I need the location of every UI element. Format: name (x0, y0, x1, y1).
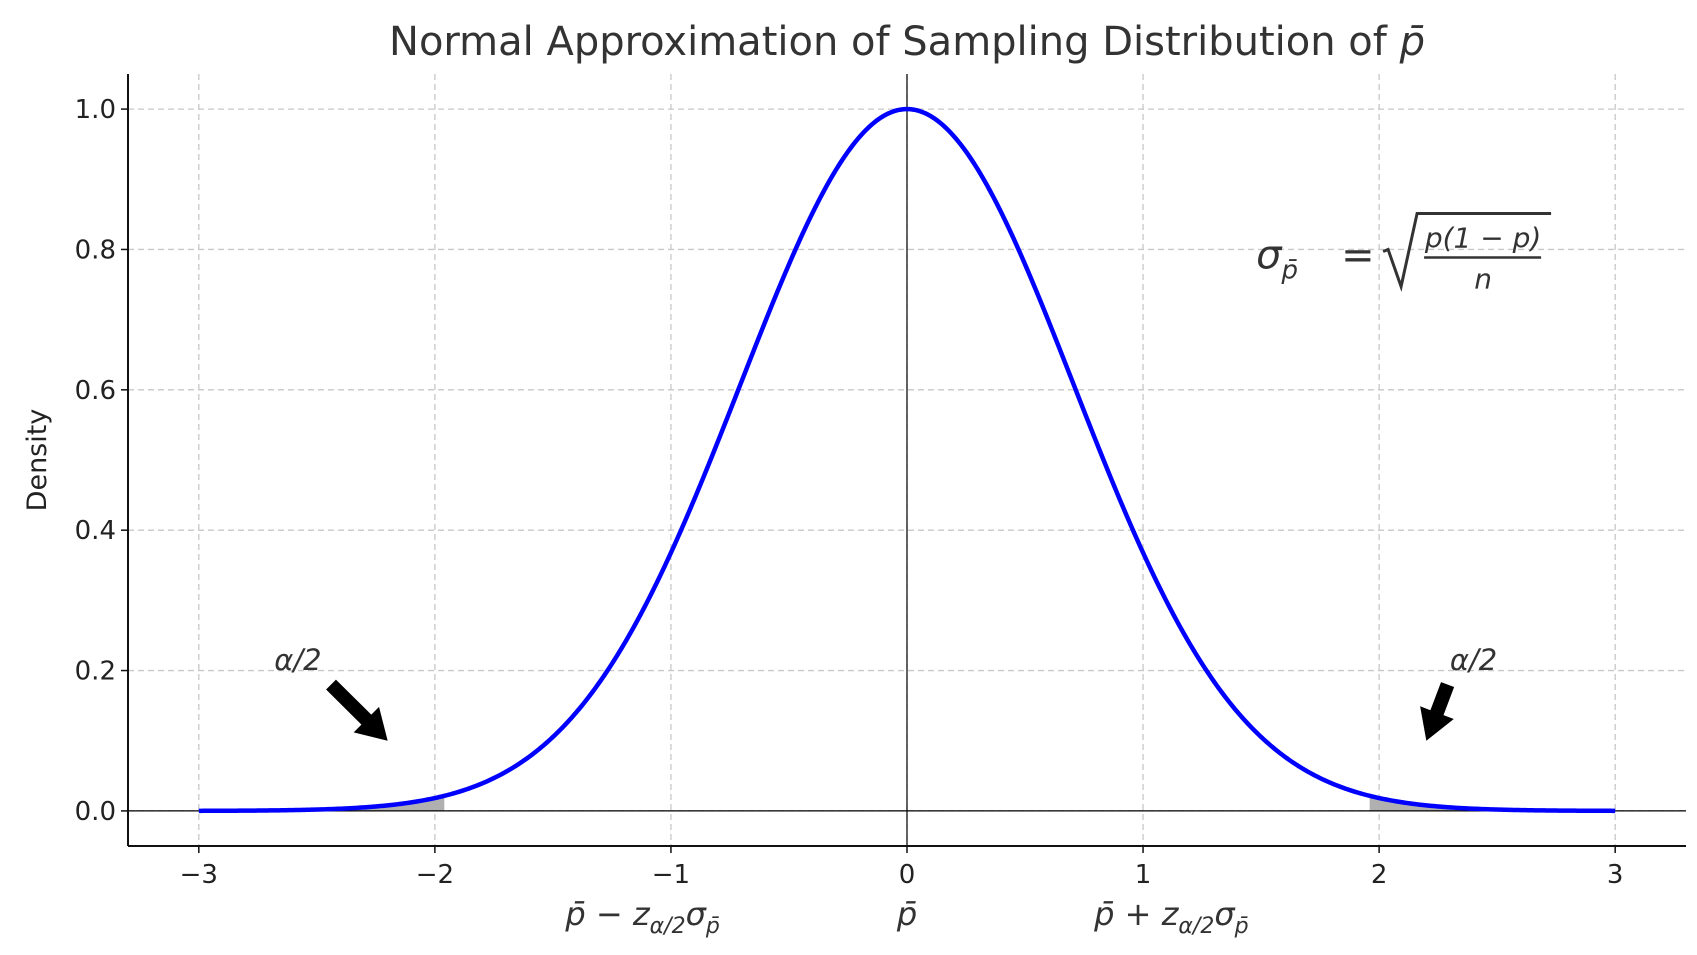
sigma: σ (1214, 895, 1236, 933)
chart-title: Normal Approximation of Sampling Distrib… (389, 19, 1425, 65)
y-tick-label: 0.0 (75, 797, 116, 827)
y-tick-label: 0.2 (75, 657, 116, 687)
y-tick-label: 1.0 (75, 95, 116, 125)
x-tick-label: −2 (416, 860, 454, 890)
operator-z: − z (586, 895, 651, 933)
x-tick-label: 1 (1135, 860, 1152, 890)
alpha-half-label: α/2 (1450, 643, 1497, 677)
x-tick-label: 0 (899, 860, 916, 890)
x-tick-label: 3 (1607, 860, 1624, 890)
y-tick-label: 0.4 (75, 516, 116, 546)
subscript: p̄ (705, 914, 720, 939)
critical-value-label: p̄ − zα/2σp̄ (564, 895, 719, 939)
curve-layer (198, 106, 1616, 814)
tick-labels: −3 −2 −1 0 1 2 3 0.0 0.2 0.4 0.6 0.8 1.0 (75, 95, 1624, 890)
arrow-icon (326, 679, 388, 741)
alpha-half-label: α/2 (274, 643, 321, 677)
y-axis-label: Density (22, 409, 53, 512)
y-tick-label: 0.8 (75, 235, 116, 265)
denominator: n (1474, 262, 1492, 295)
subscript: α/2 (650, 914, 686, 939)
arrow-icon (1420, 682, 1455, 741)
density-curve (198, 106, 1616, 814)
sigma: σ (686, 895, 708, 933)
subscript: p̄ (1280, 255, 1298, 285)
formula: σp̄ = p(1 − p) n (1256, 211, 1552, 295)
formula-lhs: σp̄ (1256, 232, 1298, 285)
critical-value-label: p̄ + zα/2σp̄ (1093, 895, 1248, 939)
p-bar: p̄ (564, 895, 585, 933)
sigma: σ (1256, 232, 1283, 278)
operator-z: + z (1114, 895, 1179, 933)
reference-lines (128, 74, 1686, 846)
annotations: α/2 α/2 (274, 643, 1497, 741)
x-tick-label: −3 (180, 860, 218, 890)
x-tick-label: 2 (1371, 860, 1388, 890)
p-bar: p̄ (1093, 895, 1114, 933)
sqrt-sign-icon (1382, 211, 1552, 292)
y-tick-label: 0.6 (75, 376, 116, 406)
numerator: p(1 − p) (1424, 221, 1541, 254)
x-tick-label: −1 (652, 860, 690, 890)
subscript: p̄ (1234, 914, 1249, 939)
p-bar: p̄ (896, 895, 917, 933)
subscript: α/2 (1178, 914, 1214, 939)
equals-sign: = (1341, 232, 1375, 278)
critical-labels: p̄ − zα/2σp̄ p̄ p̄ + zα/2σp̄ (564, 895, 1248, 939)
critical-value-label: p̄ (896, 895, 917, 933)
